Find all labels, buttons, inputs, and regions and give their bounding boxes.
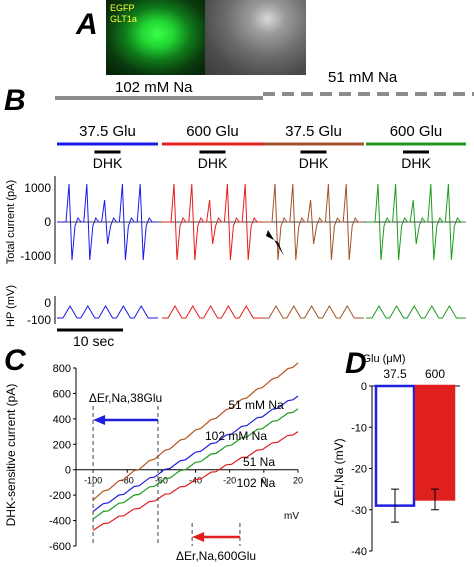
panel-d-ylabel: ΔEr,Na (mV)	[332, 438, 346, 505]
panel-c-xtick-label: 20	[293, 476, 303, 486]
panel-c-series-1	[92, 395, 299, 512]
dhk-label-1: DHK	[198, 155, 228, 171]
egfp-label: EGFP	[110, 3, 135, 13]
panel-c-ytick-label: 800	[53, 363, 71, 375]
panel-d-category-label: 600	[425, 367, 445, 381]
panel-d-legend-title: Glu (μM)	[362, 353, 405, 365]
hp-traces	[57, 305, 466, 319]
panel-c-ytick-label: 0	[65, 465, 71, 477]
panel-c-series-label-3: 102 Na	[237, 476, 276, 490]
panel-c-xtick-label: -80	[121, 476, 134, 486]
panel-c-series-0	[92, 362, 299, 501]
bath-label-102: 102 mM Na	[115, 79, 193, 96]
hp-ylabel: HP (mV)	[5, 285, 17, 327]
current-trace-1	[162, 183, 263, 261]
current-trace-3	[366, 183, 466, 261]
panel-c-ytick-label: 600	[53, 388, 71, 400]
panel-c-ann-arrowhead	[192, 532, 205, 542]
current-tick-neg1000: -1000	[20, 249, 51, 263]
panel-c-xtick-label: -100	[84, 476, 102, 486]
bath-label-51: 51 mM Na	[328, 69, 398, 86]
panel-c-ytick-label: -200	[49, 490, 71, 502]
hp-trace-2	[263, 305, 364, 319]
glu-label-1: 600 Glu	[186, 123, 239, 140]
panel-c-series-label-1: 102 mM Na	[205, 429, 267, 443]
hp-tick-neg100: -100	[27, 313, 51, 327]
current-trace-0	[57, 183, 158, 261]
panel-d-ytick-label: -30	[351, 505, 367, 517]
panel-c-series-2	[92, 408, 299, 520]
hp-trace-0	[57, 305, 158, 319]
dhk-label-3: DHK	[401, 155, 431, 171]
panel-d-ytick-label: -40	[351, 546, 367, 558]
glu-label-2: 37.5 Glu	[285, 123, 342, 140]
panel-c-ann-arrowhead	[93, 415, 106, 425]
panel-c-ytick-label: 200	[53, 439, 71, 451]
glu-condition-group: 37.5 Glu DHK 600 Glu DHK 37.5 Glu DHK 600 Glu D…	[57, 123, 466, 171]
glt1a-label: GLT1a	[110, 14, 137, 24]
current-ylabel: Total current (pA)	[5, 180, 17, 264]
panel-c-ann-label: ΔEr,Na,38Glu	[89, 391, 162, 405]
current-traces	[57, 183, 466, 261]
time-scale-label: 10 sec	[73, 333, 114, 349]
panel-d-chart: 0 -10 -20 -30 -40 37.5 600	[351, 367, 460, 558]
panel-d-ytick-label: 0	[361, 381, 367, 393]
panel-d-label: D	[345, 347, 367, 380]
panel-a-label: A	[75, 8, 98, 41]
hp-tick-0: 0	[44, 296, 51, 310]
panel-d-category-label: 37.5	[383, 367, 407, 381]
current-trace-2	[263, 183, 364, 261]
current-tick-1000: 1000	[24, 181, 51, 195]
panel-c-ytick-label: 400	[53, 414, 71, 426]
current-tick-0: 0	[44, 215, 51, 229]
panel-c-label: C	[4, 344, 27, 377]
panel-d-bar	[374, 384, 416, 507]
panel-c-series-label-2: 51 Na	[243, 455, 275, 469]
panel-c-xtick-label: -40	[189, 476, 202, 486]
panel-c-ylabel: DHK-sensitive current (pA)	[4, 384, 18, 527]
panel-d-bar	[414, 384, 456, 501]
panel-c-xtick-label: 0	[261, 476, 266, 486]
glu-label-3: 600 Glu	[390, 123, 443, 140]
phase-contrast-image	[205, 0, 306, 75]
panel-c-ytick-label: -400	[49, 516, 71, 528]
panel-c-xtick-label: -20	[223, 476, 236, 486]
panel-c-series-label-0: 51 mM Na	[228, 398, 284, 412]
hp-trace-3	[366, 305, 466, 319]
dhk-label-2: DHK	[299, 155, 329, 171]
panel-c-ytick-label: -600	[49, 541, 71, 553]
panel-c-ann-label: ΔEr,Na,600Glu	[176, 549, 256, 563]
arrowhead-marker	[266, 230, 284, 256]
panel-b-label: B	[4, 84, 26, 117]
panel-d-ytick-label: -10	[351, 422, 367, 434]
dhk-label-0: DHK	[93, 155, 123, 171]
panel-c-series-3	[92, 431, 299, 531]
panel-d-ytick-label: -20	[351, 464, 367, 476]
hp-trace-1	[162, 305, 263, 319]
glu-label-0: 37.5 Glu	[79, 123, 136, 140]
egfp-fluorescence-image: EGFP GLT1a	[106, 0, 205, 75]
panel-c-xlabel: mV	[284, 511, 299, 522]
